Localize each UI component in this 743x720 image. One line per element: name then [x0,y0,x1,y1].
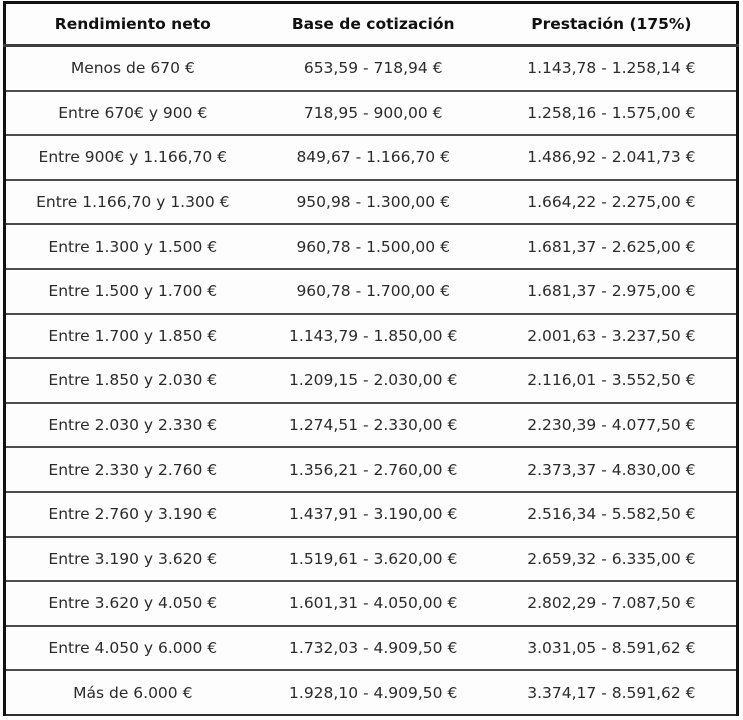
table-row: Entre 1.500 y 1.700 € 960,78 - 1.700,00 … [4,267,738,314]
cell-base-cotizacion: 1.209,15 - 2.030,00 € [259,357,487,403]
cell-rendimiento-neto: Entre 1.850 y 2.030 € [4,357,260,403]
cell-prestacion: 3.031,05 - 8.591,62 € [486,624,738,671]
cell-prestacion: 1.143,78 - 1.258,14 € [527,59,696,78]
cell-rendimiento-neto: Entre 4.050 y 6.000 € [4,624,260,671]
cell-prestacion: 2.802,29 - 7.087,50 € [486,580,738,626]
cell-rendimiento-neto: Entre 1.166,70 y 1.300 € [4,178,260,225]
cell-rendimiento-neto: Menos de 670 € [70,59,195,78]
cell-prestacion: 1.681,37 - 2.625,00 € [486,223,738,269]
cell-base-cotizacion: 1.356,21 - 2.760,00 € [259,446,487,492]
table-body: Menos de 670 € 653,59 - 718,94 € 1.143,7… [4,46,738,715]
table-row: Entre 1.166,70 y 1.300 € 950,98 - 1.300,… [4,178,738,225]
cell-prestacion: 1.258,16 - 1.575,00 € [486,89,738,136]
cell-base-cotizacion: 849,67 - 1.166,70 € [259,134,487,180]
contribution-rates-table: Rendimiento neto Base de cotización Pres… [3,1,739,716]
table-row: Entre 1.700 y 1.850 € 1.143,79 - 1.850,0… [4,312,738,359]
table-row: Entre 2.760 y 3.190 € 1.437,91 - 3.190,0… [4,490,738,537]
cell-base-cotizacion: 950,98 - 1.300,00 € [259,178,487,225]
col-header-base-cotizacion: Base de cotización [259,2,487,47]
cell-prestacion: 1.681,37 - 2.975,00 € [486,267,738,314]
col-header-prestacion: Prestación (175%) [486,2,738,47]
cell-prestacion: 2.373,37 - 4.830,00 € [486,446,738,492]
table-row: Entre 2.030 y 2.330 € 1.274,51 - 2.330,0… [4,401,738,448]
contribution-table-container: Rendimiento neto Base de cotización Pres… [3,1,739,716]
table-row: Entre 1.300 y 1.500 € 960,78 - 1.500,00 … [4,223,738,269]
header-row: Rendimiento neto Base de cotización Pres… [4,2,738,47]
table-row: Entre 3.190 y 3.620 € 1.519,61 - 3.620,0… [4,535,738,582]
cell-base-cotizacion: 1.732,03 - 4.909,50 € [259,624,487,671]
table-row: Entre 1.850 y 2.030 € 1.209,15 - 2.030,0… [4,357,738,403]
cell-rendimiento-neto: Entre 900€ y 1.166,70 € [4,134,260,180]
table-row: Entre 2.330 y 2.760 € 1.356,21 - 2.760,0… [4,446,738,492]
cell-prestacion: 2.516,34 - 5.582,50 € [486,490,738,537]
cell-prestacion: 1.664,22 - 2.275,00 € [486,178,738,225]
cell-base-cotizacion: 1.519,61 - 3.620,00 € [259,535,487,582]
table-row: Más de 6.000 € 1.928,10 - 4.909,50 € 3.3… [4,669,738,715]
cell-prestacion: 2.116,01 - 3.552,50 € [486,357,738,403]
cell-base-cotizacion: 1.437,91 - 3.190,00 € [259,490,487,537]
cell-prestacion: 3.374,17 - 8.591,62 € [486,669,738,715]
cell-base-cotizacion: 1.928,10 - 4.909,50 € [259,669,487,715]
cell-rendimiento-neto: Entre 1.700 y 1.850 € [4,312,260,359]
cell-base-cotizacion: 960,78 - 1.500,00 € [259,223,487,269]
cell-rendimiento-neto: Entre 2.030 y 2.330 € [4,401,260,448]
table-row: Entre 3.620 y 4.050 € 1.601,31 - 4.050,0… [4,580,738,626]
cell-rendimiento-neto: Entre 3.190 y 3.620 € [4,535,260,582]
col-header-rendimiento-neto: Rendimiento neto [4,2,260,47]
cell-prestacion: 2.659,32 - 6.335,00 € [486,535,738,582]
cell-base-cotizacion: 1.601,31 - 4.050,00 € [259,580,487,626]
table-row: Entre 670€ y 900 € 718,95 - 900,00 € 1.2… [4,89,738,136]
cell-prestacion: 2.230,39 - 4.077,50 € [486,401,738,448]
cell-rendimiento-neto: Entre 670€ y 900 € [4,89,260,136]
cell-base-cotizacion: 1.274,51 - 2.330,00 € [259,401,487,448]
cell-base-cotizacion: 653,59 - 718,94 € [303,59,443,78]
cell-prestacion: 2.001,63 - 3.237,50 € [486,312,738,359]
cell-base-cotizacion: 1.143,79 - 1.850,00 € [259,312,487,359]
cell-rendimiento-neto: Entre 2.330 y 2.760 € [4,446,260,492]
cell-rendimiento-neto: Entre 1.500 y 1.700 € [4,267,260,314]
table-row: Entre 4.050 y 6.000 € 1.732,03 - 4.909,5… [4,624,738,671]
cell-rendimiento-neto: Más de 6.000 € [4,669,260,715]
table-row: Menos de 670 € 653,59 - 718,94 € 1.143,7… [5,46,738,91]
cell-rendimiento-neto: Entre 2.760 y 3.190 € [4,490,260,537]
table-row: Entre 900€ y 1.166,70 € 849,67 - 1.166,7… [4,134,738,180]
cell-base-cotizacion: 960,78 - 1.700,00 € [259,267,487,314]
cell-rendimiento-neto: Entre 1.300 y 1.500 € [4,223,260,269]
cell-prestacion: 1.486,92 - 2.041,73 € [486,134,738,180]
cell-rendimiento-neto: Entre 3.620 y 4.050 € [4,580,260,626]
cell-base-cotizacion: 718,95 - 900,00 € [259,89,487,136]
